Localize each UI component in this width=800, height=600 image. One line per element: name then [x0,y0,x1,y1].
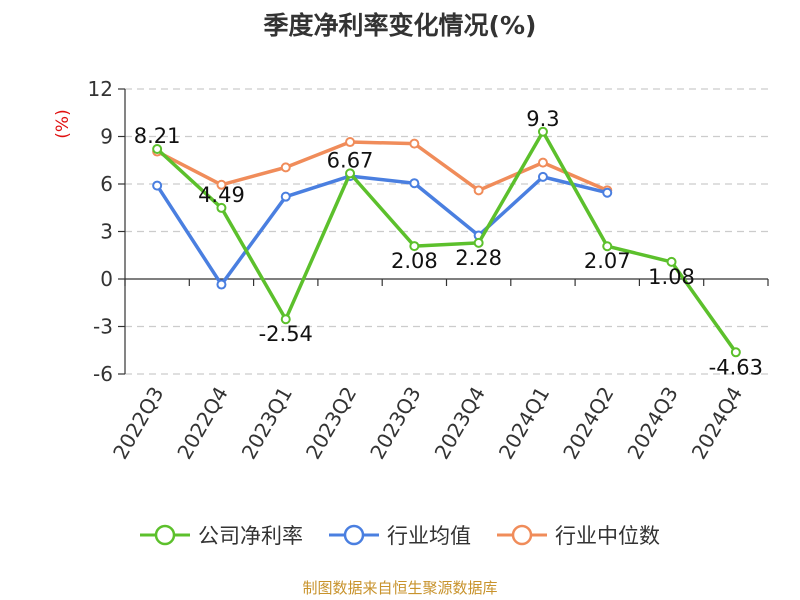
x-tick-label: 2022Q3 [108,383,168,464]
data-point-industry_median [345,137,356,148]
data-point-industry_median [473,185,484,196]
data-label: 4.49 [198,183,245,207]
y-tick-label: 6 [100,172,113,196]
legend: 公司净利率 行业均值 行业中位数 [0,520,800,550]
series-line-industry_median [155,140,609,193]
data-point-company [152,144,163,155]
data-point-industry_avg [409,178,420,189]
data-point-company [602,241,613,252]
y-tick-label: -3 [93,315,113,339]
data-label: 2.28 [455,246,502,270]
legend-company-marker [140,524,190,546]
data-point-company [216,202,227,213]
y-tick-label: -6 [93,362,113,386]
data-point-company [409,241,420,252]
data-point-company [666,256,677,267]
data-point-industry_median [409,138,420,149]
data-point-industry_avg [537,171,548,182]
legend-label-company: 公司净利率 [198,524,303,548]
data-point-industry_avg [280,191,291,202]
data-point-industry_avg [152,180,163,191]
data-label: -4.63 [709,355,763,379]
legend-item-company-net-margin[interactable]: 公司净利率 [140,520,303,550]
data-point-company [537,126,548,137]
legend-industry-median-marker [497,524,547,546]
data-label: 9.3 [526,107,559,131]
x-tick-label: 2023Q3 [365,383,425,464]
y-axis-unit-label: (%) [53,109,73,138]
legend-label-industry-median: 行业中位数 [555,524,660,548]
data-point-industry_median [216,179,227,190]
data-point-industry_avg [216,279,227,290]
y-tick-label: 0 [100,267,113,291]
data-label: 8.21 [134,124,181,148]
x-tick-label: 2024Q3 [622,383,682,464]
series-line-company [155,130,738,355]
legend-item-industry-median[interactable]: 行业中位数 [497,520,660,550]
x-tick-label: 2024Q4 [687,383,747,464]
x-tick-label: 2023Q2 [301,383,361,464]
data-label: 2.08 [391,249,438,273]
data-label: -2.54 [259,322,313,346]
chart-title: 季度净利率变化情况(%) [263,11,537,40]
data-point-company [280,314,291,325]
series-line-industry_avg [155,174,609,287]
x-tick-label: 2023Q1 [237,383,297,464]
data-label: 2.07 [584,249,631,273]
x-tick-label: 2023Q4 [430,383,490,464]
x-tick-label: 2022Q4 [172,383,232,464]
legend-label-industry-average: 行业均值 [387,524,471,548]
y-tick-label: 9 [100,125,113,149]
data-point-industry_median [280,162,291,173]
y-tick-label: 3 [100,220,113,244]
data-point-company [730,347,741,358]
legend-item-industry-average[interactable]: 行业均值 [329,520,471,550]
source-note: 制图数据来自恒生聚源数据库 [302,579,498,597]
y-tick-label: 12 [88,77,113,101]
x-tick-label: 2024Q2 [558,383,618,464]
data-point-company [473,237,484,248]
data-label: 1.08 [648,265,695,289]
data-point-company [345,168,356,179]
x-tick-label: 2024Q1 [494,383,554,464]
data-point-industry_avg [602,187,613,198]
data-label: 6.67 [327,148,374,172]
data-point-industry_median [537,157,548,168]
legend-industry-average-marker [329,524,379,546]
